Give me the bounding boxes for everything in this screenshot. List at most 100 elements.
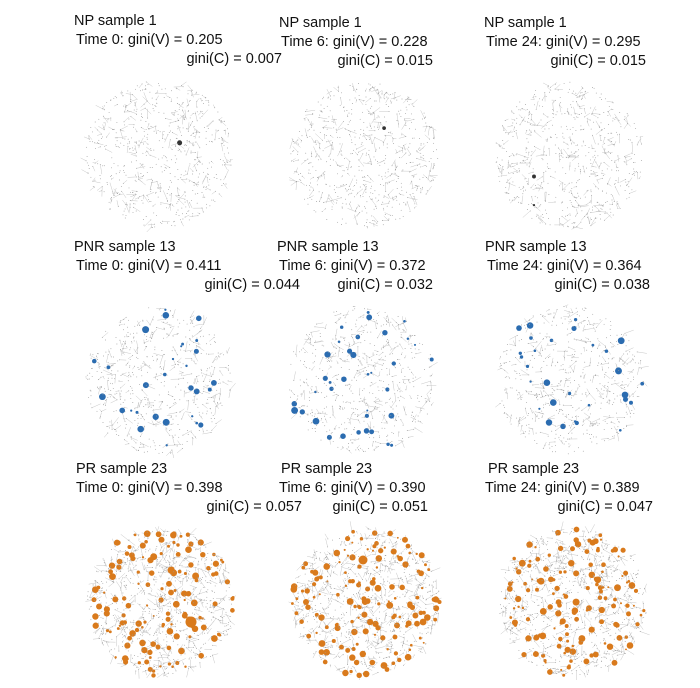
graph-node <box>506 417 508 419</box>
graph-node <box>144 363 145 365</box>
graph-node <box>97 163 99 165</box>
panel-gini-c: gini(C) = 0.007 <box>186 51 282 67</box>
graph-node <box>138 402 140 404</box>
graph-node <box>191 215 193 217</box>
graph-node <box>351 329 353 331</box>
panel-sample-label: NP sample 1 <box>74 13 157 29</box>
graph-node <box>177 383 179 385</box>
graph-node <box>524 407 526 409</box>
graph-edge <box>314 326 325 328</box>
graph-node <box>358 169 360 171</box>
graph-node <box>599 319 601 321</box>
graph-node <box>375 406 377 408</box>
graph-node <box>348 443 349 444</box>
graph-node <box>176 202 178 204</box>
graph-node <box>326 105 328 107</box>
graph-node <box>133 446 135 448</box>
graph-node <box>291 406 299 414</box>
graph-node <box>206 429 208 431</box>
graph-node <box>590 163 592 164</box>
graph-node <box>381 427 383 429</box>
graph-node <box>99 363 100 365</box>
panel-sample-label: NP sample 1 <box>484 15 567 31</box>
graph-node <box>363 398 365 400</box>
graph-node <box>550 394 552 396</box>
graph-node <box>348 186 350 188</box>
graph-node <box>356 409 358 411</box>
graph-node <box>580 125 582 127</box>
graph-edge <box>181 412 185 420</box>
graph-node <box>413 118 415 120</box>
graph-node <box>507 172 509 174</box>
graph-node <box>122 329 124 331</box>
graph-node <box>325 183 327 185</box>
graph-node <box>584 320 586 321</box>
graph-node <box>385 158 387 160</box>
graph-node <box>180 174 182 176</box>
graph-node <box>127 143 129 145</box>
graph-node <box>306 137 308 138</box>
graph-edge <box>402 97 409 104</box>
graph-node <box>579 385 581 387</box>
graph-node <box>401 98 403 100</box>
graph-node <box>335 338 337 340</box>
graph-node <box>115 173 117 175</box>
graph-node <box>565 372 567 374</box>
graph-node <box>396 165 398 167</box>
graph-node <box>218 355 220 357</box>
graph-edge <box>102 332 109 338</box>
graph-node <box>512 181 514 183</box>
graph-node <box>354 341 356 343</box>
graph-node <box>98 118 100 120</box>
graph-node <box>342 446 344 448</box>
graph-edge <box>519 392 522 400</box>
graph-edge <box>508 170 518 174</box>
graph-node <box>601 170 603 172</box>
graph-node <box>576 101 577 102</box>
graph-node <box>525 151 527 153</box>
graph-node <box>573 206 575 208</box>
graph-node <box>429 393 431 395</box>
graph-edge <box>150 126 154 128</box>
graph-node <box>334 375 336 377</box>
graph-edge <box>505 118 509 121</box>
graph-edge <box>149 331 153 338</box>
graph-node <box>372 445 374 447</box>
graph-edge <box>307 118 312 126</box>
graph-node <box>145 128 147 130</box>
graph-node <box>373 126 375 128</box>
graph-edge <box>393 92 396 100</box>
graph-node <box>629 351 631 353</box>
graph-node <box>328 380 332 384</box>
graph-node <box>107 380 109 382</box>
graph-node <box>129 366 131 368</box>
graph-node <box>108 111 110 113</box>
graph-node <box>505 192 507 194</box>
graph-node <box>153 212 155 214</box>
graph-node <box>120 403 122 405</box>
graph-node <box>625 411 627 413</box>
graph-node <box>139 383 140 385</box>
graph-node <box>154 346 156 348</box>
graph-node <box>141 164 143 166</box>
graph-node <box>356 379 357 381</box>
graph-node <box>184 201 186 203</box>
graph-node <box>130 437 132 439</box>
graph-node <box>634 355 636 357</box>
graph-node <box>527 414 529 416</box>
graph-node <box>127 145 129 147</box>
graph-node <box>388 202 390 204</box>
graph-node <box>569 214 571 216</box>
graph-edge <box>126 146 129 153</box>
graph-node <box>597 365 599 367</box>
graph-node <box>409 161 411 163</box>
graph-node <box>326 406 327 408</box>
graph-node <box>191 358 193 360</box>
graph-node <box>217 130 219 132</box>
graph-edge <box>218 117 223 120</box>
graph-node <box>169 194 171 196</box>
graph-node <box>420 187 422 189</box>
graph-node <box>121 373 123 375</box>
graph-node <box>344 407 346 409</box>
graph-node <box>378 389 380 391</box>
